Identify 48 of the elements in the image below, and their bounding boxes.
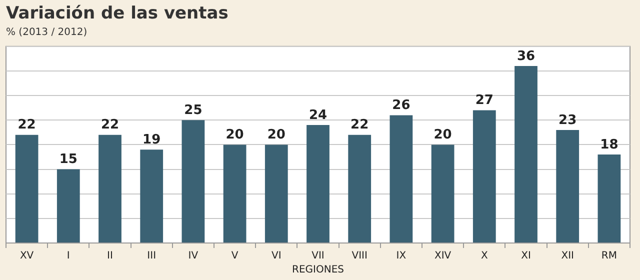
x-tick-label: VII xyxy=(312,250,324,262)
bar xyxy=(431,144,454,242)
x-tick-label: X xyxy=(480,250,488,262)
x-axis-title: REGIONES xyxy=(292,264,344,276)
data-label: 20 xyxy=(434,128,452,143)
x-tick-label: XI xyxy=(521,250,531,262)
data-label: 26 xyxy=(392,98,410,114)
chart-subtitle: % (2013 / 2012) xyxy=(6,26,88,38)
bar xyxy=(56,169,80,242)
bar xyxy=(598,154,621,242)
bar xyxy=(15,134,38,242)
data-label: 20 xyxy=(267,128,286,143)
bar xyxy=(223,144,246,242)
bar xyxy=(140,150,164,242)
x-tick-label: IX xyxy=(396,250,406,262)
bar xyxy=(306,125,330,242)
x-tick-label: IV xyxy=(188,250,198,262)
bar xyxy=(182,120,205,242)
data-label: 36 xyxy=(516,48,536,64)
data-label: 22 xyxy=(100,118,120,133)
x-tick-label: VI xyxy=(272,250,282,262)
x-tick-label: XV xyxy=(20,250,34,262)
data-label: 15 xyxy=(59,152,78,168)
data-label: 27 xyxy=(475,93,494,108)
chart-title: Variación de las ventas xyxy=(6,4,228,24)
x-tick-label: XII xyxy=(561,250,574,262)
x-tick-label: RM xyxy=(601,250,617,262)
bar xyxy=(472,110,496,242)
bar xyxy=(556,130,580,242)
x-tick-label: V xyxy=(231,250,238,262)
data-label: 18 xyxy=(600,137,618,152)
data-label: 24 xyxy=(308,108,328,123)
bar xyxy=(264,144,288,242)
x-tick-label: VIII xyxy=(352,250,368,262)
data-label: 23 xyxy=(558,112,577,128)
data-label: 22 xyxy=(350,118,369,133)
data-label: 19 xyxy=(142,132,161,148)
data-label: 25 xyxy=(184,103,202,118)
bar xyxy=(348,134,372,242)
x-tick-label: II xyxy=(107,250,113,262)
data-label: 20 xyxy=(226,128,244,143)
data-label: 22 xyxy=(18,118,36,133)
x-tick-label: XIV xyxy=(434,250,452,262)
x-tick-label: I xyxy=(66,250,70,262)
x-tick-label: III xyxy=(147,250,156,262)
bar xyxy=(98,134,122,242)
bar xyxy=(514,66,538,242)
bar xyxy=(390,115,413,242)
